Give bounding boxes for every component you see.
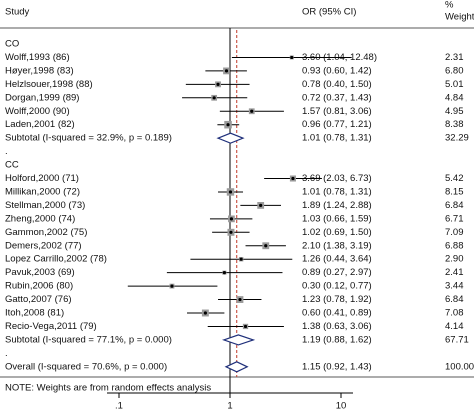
study-label: Rubin,2006 (80) [5, 281, 73, 292]
weight-label: 67.71 [445, 334, 469, 345]
point-estimate [243, 324, 248, 329]
weight-label: 32.29 [445, 133, 469, 144]
or-label: 0.96 (0.77, 1.21) [302, 119, 372, 130]
pooled-diamond [224, 361, 249, 373]
weight-label: 2.41 [445, 267, 464, 278]
study-label: Pavuk,2003 (69) [5, 267, 75, 278]
or-label: 1.01 (0.78, 1.31) [302, 186, 372, 197]
x-tick-label: 1 [227, 401, 232, 412]
study-label: Wolff,2000 (90) [5, 106, 70, 117]
study-label: Stellman,2000 (73) [5, 200, 85, 211]
point-estimate [291, 176, 295, 181]
study-label: Overall (I-squared = 70.6%, p = 0.000) [5, 361, 167, 372]
pooled-diamond [216, 132, 245, 144]
weight-header: % [445, 0, 454, 11]
group-label: CO [5, 39, 19, 50]
or-label: 2.10 (1.38, 3.19) [302, 240, 372, 251]
weight-label: 7.09 [445, 227, 464, 238]
pooled-diamond [221, 334, 256, 346]
point-estimate [239, 257, 243, 261]
study-label: Subtotal (I-squared = 77.1%, p = 0.000) [5, 334, 172, 345]
or-label: 1.57 (0.81, 3.06) [302, 106, 372, 117]
weight-label: 4.14 [445, 321, 464, 332]
point-estimate [170, 284, 174, 288]
weight-header: Weight [445, 12, 474, 23]
point-estimate [228, 190, 233, 194]
or-label: 1.89 (1.24, 2.88) [302, 200, 372, 211]
study-label: Høyer,1998 (83) [5, 65, 74, 76]
or-label: 0.30 (0.12, 0.77) [302, 281, 372, 292]
weight-label: 3.44 [445, 281, 464, 292]
or-label: 1.01 (0.78, 1.31) [302, 133, 372, 144]
weight-label: 6.84 [445, 200, 464, 211]
or-label: 1.02 (0.69, 1.50) [302, 227, 372, 238]
weight-label: 8.15 [445, 186, 464, 197]
study-label: Laden,2001 (82) [5, 119, 75, 130]
point-estimate [226, 123, 230, 127]
study-header: Study [5, 7, 30, 18]
weight-label: 8.38 [445, 119, 464, 130]
weight-label: 7.08 [445, 308, 464, 319]
study-label: . [5, 348, 8, 359]
note: NOTE: Weights are from random effects an… [5, 383, 211, 394]
or-label: 0.60 (0.41, 0.89) [302, 308, 372, 319]
study-label: Zheng,2000 (74) [5, 213, 75, 224]
weight-label: 6.84 [445, 294, 464, 305]
weight-label: 6.88 [445, 240, 464, 251]
or-label: 1.23 (0.78, 1.92) [302, 294, 372, 305]
study-label: Helzlsouer,1998 (88) [5, 79, 93, 90]
point-estimate [216, 82, 220, 86]
study-label: Recio-Vega,2011 (79) [5, 321, 97, 332]
weight-label: 2.31 [445, 52, 464, 63]
or-label: 0.93 (0.60, 1.42) [302, 65, 372, 76]
study-label: Wolff,1993 (86) [5, 52, 70, 63]
point-estimate [203, 311, 207, 315]
or-label: 0.78 (0.40, 1.50) [302, 79, 372, 90]
point-estimate [250, 109, 254, 113]
weight-label: 4.84 [445, 92, 464, 103]
or-label: 1.15 (0.92, 1.43) [302, 361, 372, 372]
point-estimate [229, 230, 233, 234]
or-label: 1.19 (0.88, 1.62) [302, 334, 372, 345]
point-estimate [229, 217, 234, 221]
point-estimate [224, 69, 229, 73]
weight-label: 100.00 [445, 361, 474, 372]
study-label: . [5, 146, 8, 157]
weight-label: 4.95 [445, 106, 464, 117]
group-label: CC [5, 160, 19, 171]
point-estimate [238, 297, 242, 302]
weight-label: 2.90 [445, 254, 464, 265]
point-estimate [212, 96, 216, 100]
or-label: 1.38 (0.63, 3.06) [302, 321, 372, 332]
study-label: Lopez Carrillo,2002 (78) [5, 254, 107, 265]
study-label: Holford,2000 (71) [5, 173, 79, 184]
or-label: 1.03 (0.66, 1.59) [302, 213, 372, 224]
or-label: 0.89 (0.27, 2.97) [302, 267, 372, 278]
x-tick-label: 10 [336, 401, 347, 412]
study-label: Millikan,2000 (72) [5, 186, 80, 197]
study-label: Subtotal (I-squared = 32.9%, p = 0.189) [5, 133, 172, 144]
study-label: Itoh,2008 (81) [5, 308, 64, 319]
weight-label: 5.42 [445, 173, 464, 184]
or-header: OR (95% CI) [302, 7, 356, 18]
study-label: Dorgan,1999 (89) [5, 92, 79, 103]
or-label: 1.26 (0.44, 3.64) [302, 254, 372, 265]
or-label: 3.69 (2.03, 6.73) [302, 173, 372, 184]
x-tick-label: .1 [115, 401, 123, 412]
weight-label: 6.80 [445, 65, 464, 76]
point-estimate [264, 244, 268, 248]
point-estimate [259, 203, 263, 207]
point-estimate [290, 55, 294, 60]
study-label: Demers,2002 (77) [5, 240, 82, 251]
or-label: 0.72 (0.37, 1.43) [302, 92, 372, 103]
weight-label: 6.71 [445, 213, 464, 224]
point-estimate [222, 271, 226, 275]
study-label: Gatto,2007 (76) [5, 294, 72, 305]
weight-label: 5.01 [445, 79, 464, 90]
study-label: Gammon,2002 (75) [5, 227, 87, 238]
